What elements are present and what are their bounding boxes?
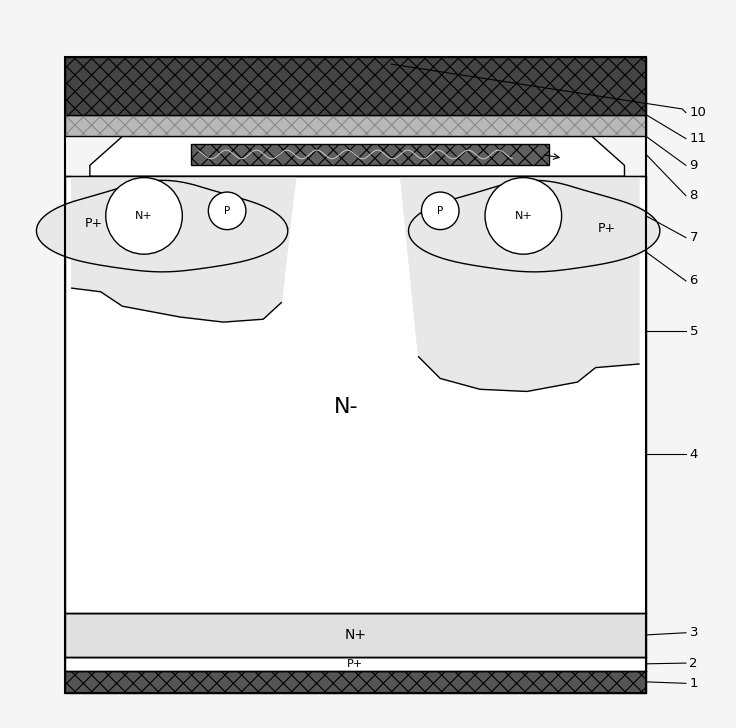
Polygon shape xyxy=(408,181,660,272)
Polygon shape xyxy=(90,136,624,176)
Text: 11: 11 xyxy=(690,132,707,145)
Bar xyxy=(65,657,646,671)
Text: 7: 7 xyxy=(690,231,698,244)
Bar xyxy=(65,671,646,693)
Text: 5: 5 xyxy=(690,325,698,338)
Polygon shape xyxy=(37,181,288,272)
Text: 4: 4 xyxy=(690,448,698,461)
Circle shape xyxy=(485,178,562,254)
Text: P: P xyxy=(437,206,443,215)
Text: 6: 6 xyxy=(690,274,698,288)
Text: P: P xyxy=(224,206,230,215)
Circle shape xyxy=(106,178,183,254)
Text: 2: 2 xyxy=(690,657,698,670)
Bar xyxy=(65,115,646,136)
Polygon shape xyxy=(72,176,296,322)
Text: N+: N+ xyxy=(135,211,153,221)
Text: 1: 1 xyxy=(690,677,698,690)
Text: N-: N- xyxy=(334,397,358,417)
Text: 9: 9 xyxy=(690,159,698,172)
Bar xyxy=(65,57,646,693)
Text: P+: P+ xyxy=(347,659,364,669)
Text: P+: P+ xyxy=(598,222,615,234)
Circle shape xyxy=(422,192,459,229)
Text: P+: P+ xyxy=(85,217,102,229)
Polygon shape xyxy=(400,176,639,392)
Bar xyxy=(65,613,646,657)
Bar xyxy=(65,115,646,136)
Bar xyxy=(65,57,646,115)
Text: 8: 8 xyxy=(690,189,698,202)
Text: 3: 3 xyxy=(690,626,698,639)
Circle shape xyxy=(208,192,246,229)
Text: 10: 10 xyxy=(690,106,707,119)
Text: N+: N+ xyxy=(514,211,532,221)
Bar xyxy=(191,143,548,165)
Bar xyxy=(65,176,646,613)
Text: N+: N+ xyxy=(344,628,367,642)
